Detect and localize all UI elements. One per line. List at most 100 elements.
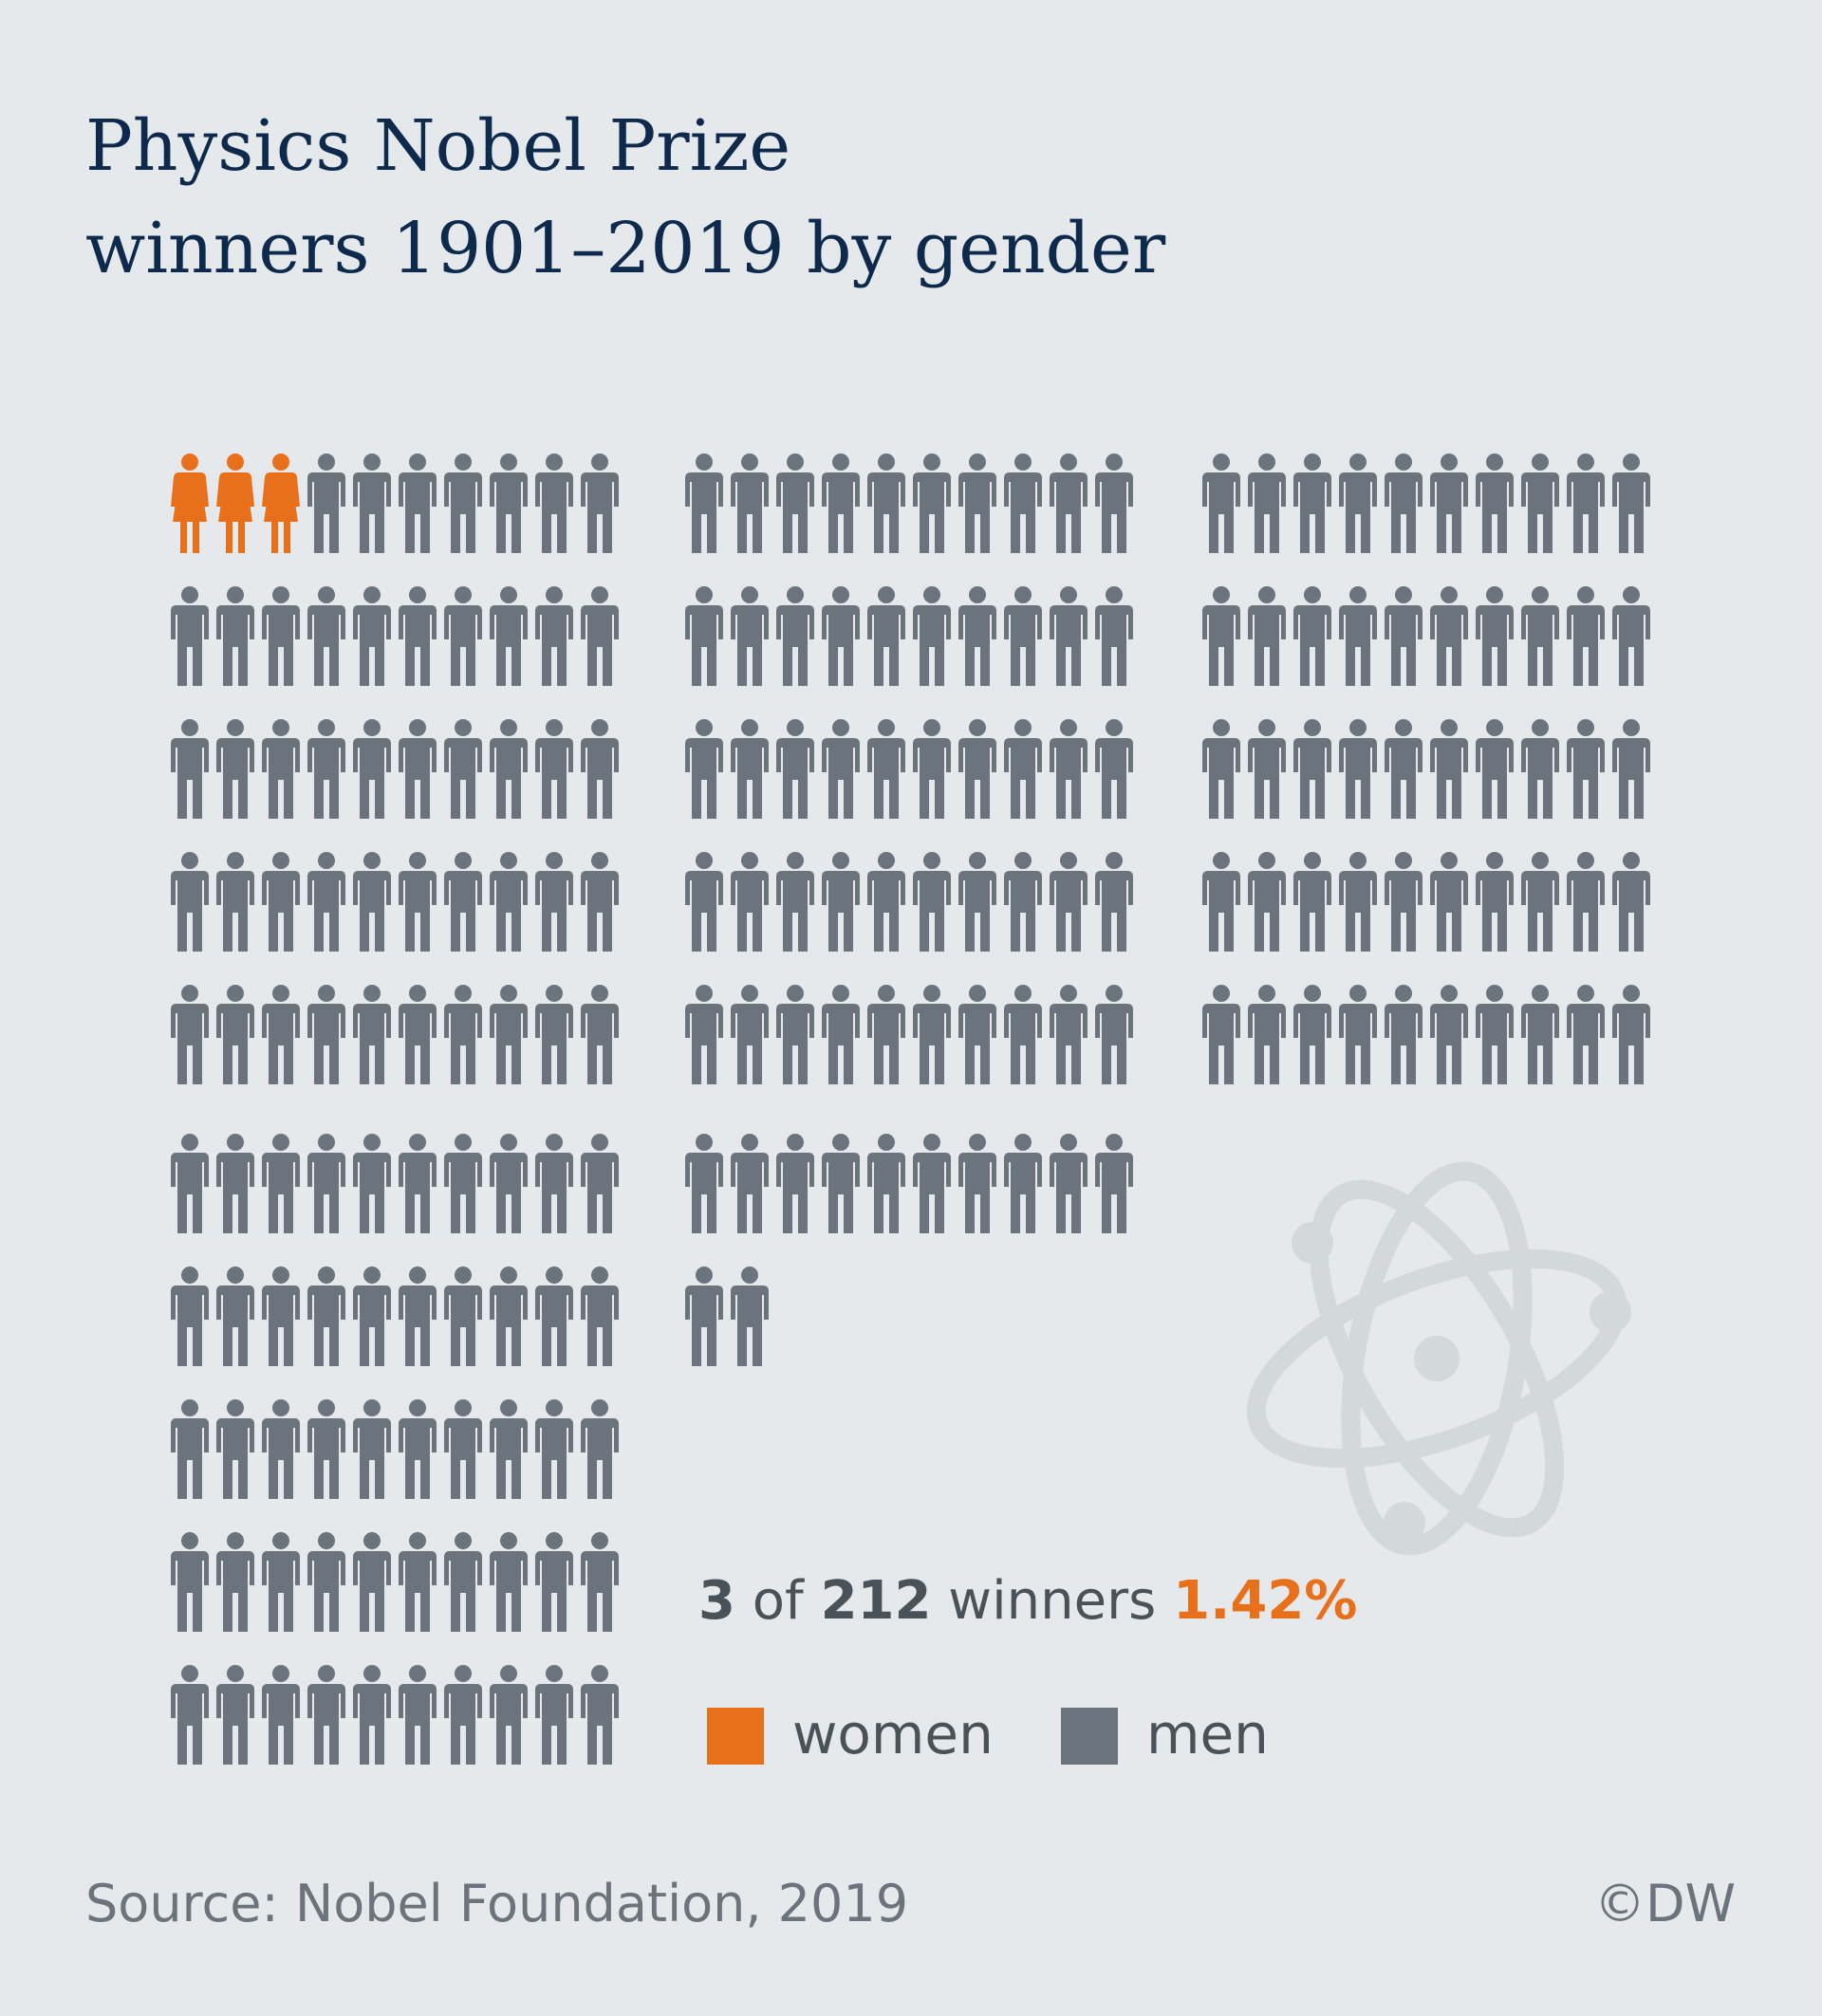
icon-head [318, 1267, 335, 1284]
icon-body [1202, 1004, 1240, 1084]
icon-body [776, 871, 814, 952]
icon-head [318, 852, 335, 869]
person-icon [535, 1399, 573, 1499]
icon-body [399, 871, 437, 952]
icon-body [1521, 738, 1559, 819]
icon-head [227, 1399, 244, 1416]
icon-body [171, 472, 209, 553]
person-icon [1339, 453, 1377, 553]
legend-label: women [792, 1702, 994, 1766]
icon-head [591, 719, 608, 736]
icon-body [685, 1004, 723, 1084]
icon-body [1339, 605, 1377, 686]
icon-head [500, 1532, 517, 1549]
icon-body [171, 605, 209, 686]
icon-body [399, 605, 437, 686]
person-icon [535, 1267, 573, 1366]
icon-body [1050, 738, 1088, 819]
person-icon [1050, 985, 1088, 1084]
icon-body [171, 1684, 209, 1765]
icon-head [832, 852, 849, 869]
icon-body [171, 1551, 209, 1632]
person-icon [1567, 985, 1605, 1084]
icon-body [685, 605, 723, 686]
person-icon [1248, 719, 1286, 819]
icon-head [1532, 719, 1549, 736]
person-icon [1430, 852, 1468, 952]
icon-head [1014, 586, 1032, 603]
person-icon [262, 1134, 300, 1233]
icon-body [776, 1153, 814, 1233]
person-icon [307, 852, 345, 952]
person-icon [1339, 586, 1377, 686]
person-icon [685, 852, 723, 952]
icon-body [913, 871, 951, 952]
icon-head [455, 985, 472, 1002]
icon-body [1521, 472, 1559, 553]
person-icon [1612, 453, 1650, 553]
person-icon [776, 1134, 814, 1233]
icon-body [216, 738, 254, 819]
icon-body [776, 605, 814, 686]
icon-body [822, 1004, 860, 1084]
icon-body [581, 1551, 619, 1632]
person-icon [581, 1134, 619, 1233]
icon-body [822, 1153, 860, 1233]
person-icon [216, 1267, 254, 1366]
icon-body [731, 472, 769, 553]
icon-head [1349, 453, 1366, 471]
person-icon [776, 586, 814, 686]
icon-body [1050, 1004, 1088, 1084]
icon-head [409, 985, 426, 1002]
person-icon [444, 1399, 482, 1499]
icon-head [1395, 985, 1412, 1002]
icon-head [741, 1134, 758, 1151]
person-icon [535, 1134, 573, 1233]
person-icon [581, 453, 619, 553]
person-icon [1521, 985, 1559, 1084]
icon-head [1349, 852, 1366, 869]
icon-head [696, 1134, 713, 1151]
person-icon [776, 453, 814, 553]
icon-head [1014, 1134, 1032, 1151]
icon-head [1349, 586, 1366, 603]
icon-head [1577, 586, 1594, 603]
person-icon [1521, 719, 1559, 819]
person-icon [1050, 1134, 1088, 1233]
person-icon [1004, 453, 1042, 553]
icon-head [318, 453, 335, 471]
icon-head [227, 719, 244, 736]
icon-body [171, 1285, 209, 1366]
icon-body [1004, 738, 1042, 819]
icon-head [1304, 586, 1321, 603]
icon-head [455, 1532, 472, 1549]
icon-body [581, 472, 619, 553]
person-icon [958, 852, 996, 952]
person-icon [685, 453, 723, 553]
icon-body [776, 738, 814, 819]
icon-head [363, 1399, 381, 1416]
icon-head [1486, 719, 1503, 736]
icon-head [741, 719, 758, 736]
icon-body [535, 1153, 573, 1233]
person-icon [1521, 852, 1559, 952]
icon-body [1095, 1004, 1133, 1084]
icon-body [353, 1418, 391, 1499]
icon-head [546, 1532, 563, 1549]
icon-head [1213, 852, 1230, 869]
icon-body [262, 1684, 300, 1765]
icon-body [353, 1684, 391, 1765]
person-icon [867, 453, 905, 553]
person-icon [731, 985, 769, 1084]
icon-body [1202, 472, 1240, 553]
person-icon [1293, 453, 1331, 553]
person-icon [535, 1665, 573, 1765]
icon-body [262, 738, 300, 819]
person-icon [399, 852, 437, 952]
icon-head [1304, 453, 1321, 471]
icon-body [490, 472, 528, 553]
person-icon [171, 1665, 209, 1765]
icon-head [363, 453, 381, 471]
person-icon [1095, 586, 1133, 686]
